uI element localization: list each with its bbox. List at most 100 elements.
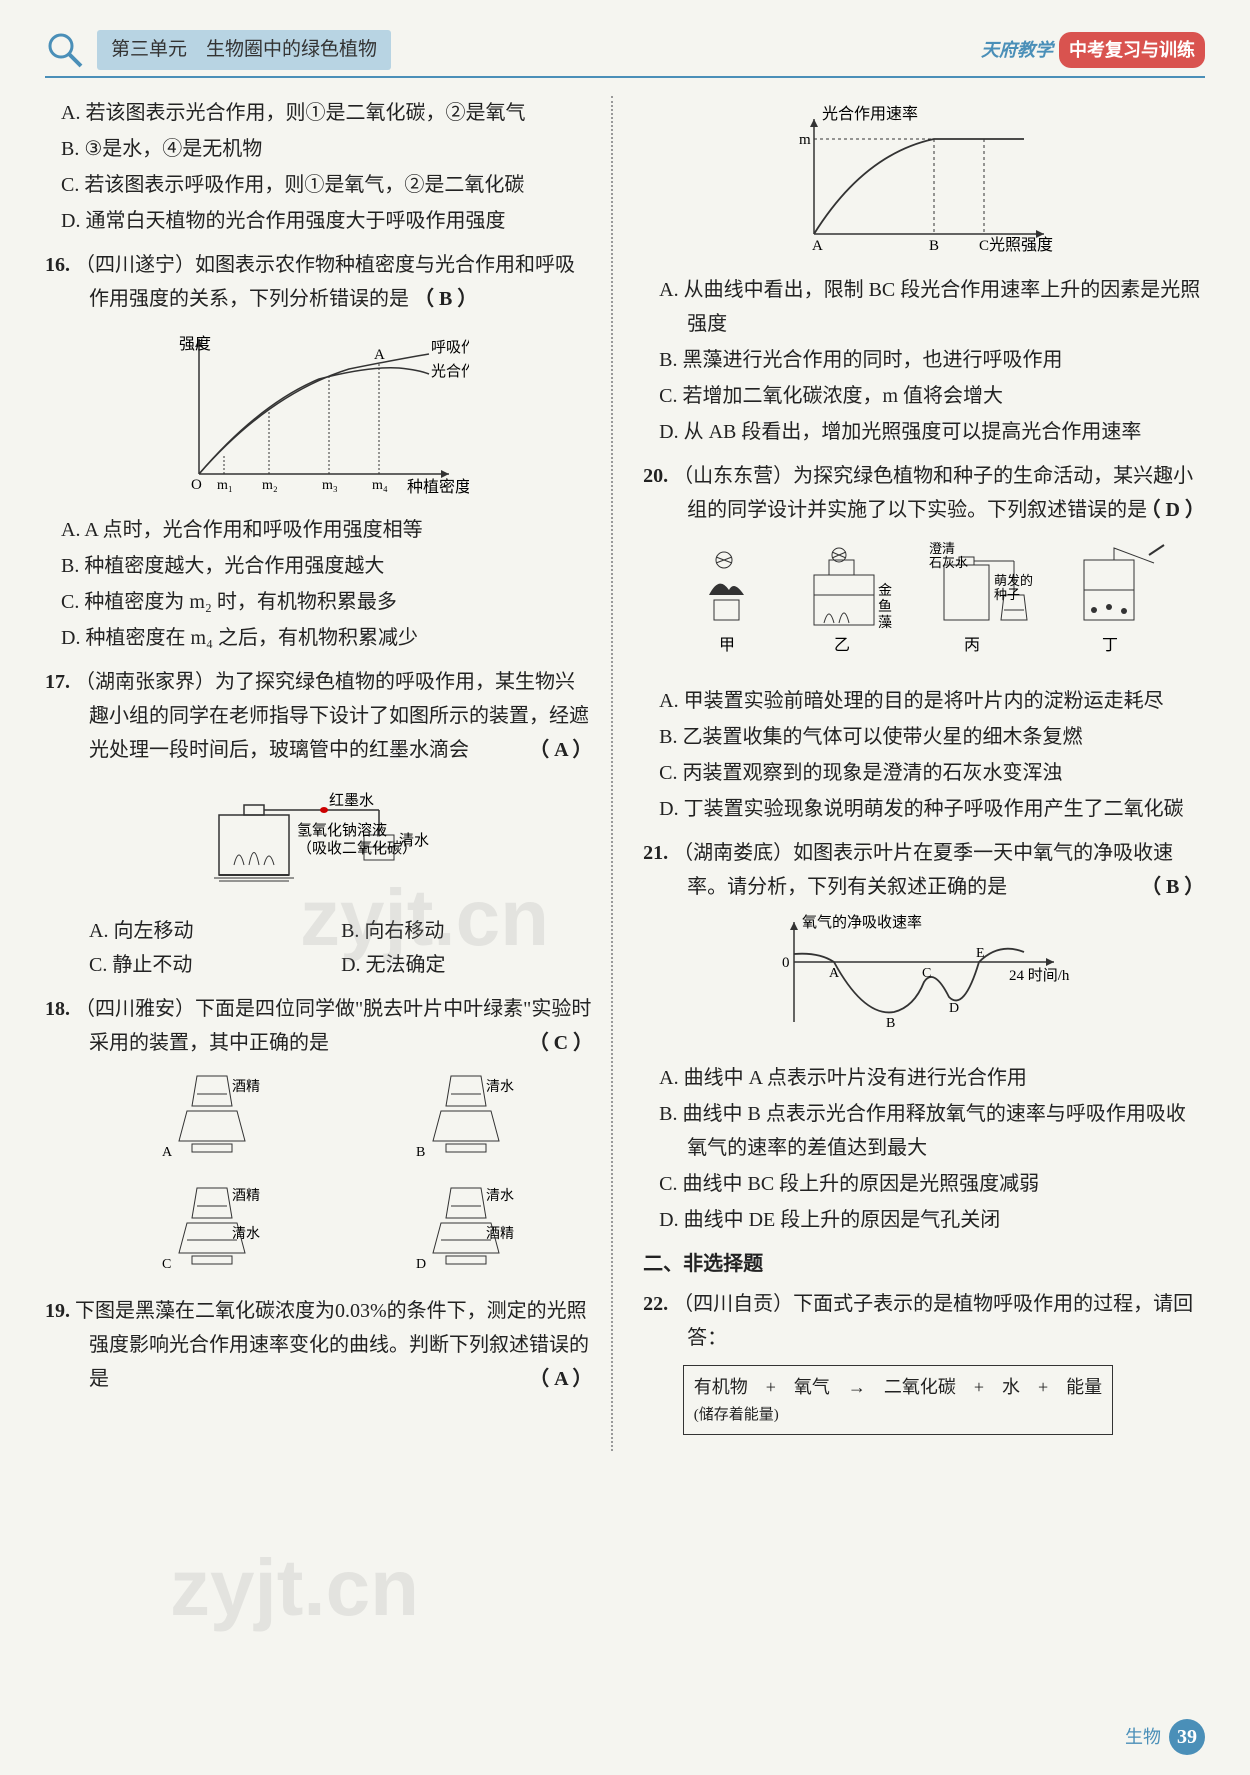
- q21-chart: 氧气的净吸收速率 24 时间/h 0 A B C D E: [643, 912, 1205, 1053]
- q17-opt-row2: C. 静止不动 D. 无法确定: [45, 948, 593, 982]
- q16-num: 16.: [45, 254, 70, 276]
- q20-answer: （ D ）: [1185, 493, 1205, 527]
- q20-opt-c: C. 丙装置观察到的现象是澄清的石灰水变浑浊: [643, 756, 1205, 790]
- svg-text:甲: 甲: [719, 637, 735, 654]
- q22: 22. （四川自贡）下面式子表示的是植物呼吸作用的过程，请回答： 有机物 + 氧…: [643, 1287, 1205, 1441]
- watermark: zyjt.cn: [170, 1520, 419, 1656]
- svg-text:酒精: 酒精: [486, 1226, 514, 1242]
- q18-fig-row2: 酒精 清水 C 清水 酒精 D: [45, 1178, 593, 1284]
- q22-equation-note: (储存着能量): [694, 1403, 1102, 1429]
- q19: 19. 下图是黑藻在二氧化碳浓度为0.03%的条件下，测定的光照强度影响光合作用…: [45, 1294, 593, 1396]
- q16-stem: 16. （四川遂宁）如图表示农作物种植密度与光合作用和呼吸作用强度的关系，下列分…: [45, 248, 593, 316]
- q20-stem: 20. （山东东营）为探究绿色植物和种子的生命活动，某兴趣小组的同学设计并实施了…: [643, 459, 1205, 527]
- svg-text:（吸收二氧化碳）: （吸收二氧化碳）: [297, 840, 417, 857]
- q19-num: 19.: [45, 1300, 70, 1322]
- svg-text:24 时间/h: 24 时间/h: [1009, 967, 1070, 984]
- q19-chart: 光合作用速率 光照强度 m A B C: [643, 104, 1205, 265]
- q15-opt-d: D. 通常白天植物的光合作用强度大于呼吸作用强度: [45, 204, 593, 238]
- q21-opt-a: A. 曲线中 A 点表示叶片没有进行光合作用: [643, 1061, 1205, 1095]
- q22-stem-text: （四川自贡）下面式子表示的是植物呼吸作用的过程，请回答：: [673, 1293, 1193, 1349]
- svg-text:呼吸作用: 呼吸作用: [431, 339, 469, 356]
- q22-num: 22.: [643, 1293, 668, 1315]
- q20-num: 20.: [643, 465, 668, 487]
- unit-title: 第三单元 生物圈中的绿色植物: [97, 30, 391, 70]
- q19-opt-d: D. 从 AB 段看出，增加光照强度可以提高光合作用速率: [643, 415, 1205, 449]
- header-right: 天府教学 中考复习与训练: [981, 32, 1205, 69]
- q16-stem-text: （四川遂宁）如图表示农作物种植密度与光合作用和呼吸作用强度的关系，下列分析错误的…: [75, 254, 575, 310]
- q22-stem: 22. （四川自贡）下面式子表示的是植物呼吸作用的过程，请回答：: [643, 1287, 1205, 1355]
- q16-answer: （ B ）: [414, 288, 477, 310]
- svg-text:A: A: [829, 966, 840, 981]
- footer-page-number: 39: [1169, 1719, 1205, 1755]
- page-header: 第三单元 生物圈中的绿色植物 天府教学 中考复习与训练: [45, 30, 1205, 78]
- q17-opt-d: D. 无法确定: [341, 948, 593, 982]
- q16-chart: 强度 种植密度 呼吸作用 光合作用 A O m₁ m₂ m₃ m₄: [45, 324, 593, 505]
- q21-num: 21.: [643, 842, 668, 864]
- q17-stem: 17. （湖南张家界）为了探究绿色植物的呼吸作用，某生物兴趣小组的同学在老师指导…: [45, 665, 593, 767]
- q22-equation-box: 有机物 + 氧气 → 二氧化碳 + 水 + 能量 (储存着能量): [683, 1365, 1113, 1435]
- q20-stem-text: （山东东营）为探究绿色植物和种子的生命活动，某兴趣小组的同学设计并实施了以下实验…: [673, 465, 1193, 521]
- q21-stem-text: （湖南娄底）如图表示叶片在夏季一天中氧气的净吸收速率。请分析，下列有关叙述正确的…: [673, 842, 1173, 898]
- q18: 18. （四川雅安）下面是四位同学做"脱去叶片中叶绿素"实验时采用的装置，其中正…: [45, 992, 593, 1284]
- svg-text:B: B: [929, 238, 939, 254]
- q17-answer: （ A ）: [573, 733, 593, 767]
- footer-subject: 生物: [1125, 1722, 1161, 1753]
- svg-text:种子: 种子: [994, 587, 1020, 602]
- svg-text:O: O: [191, 477, 202, 493]
- page-footer: 生物 39: [1125, 1719, 1205, 1755]
- q17-opt-a: A. 向左移动: [89, 914, 341, 948]
- svg-text:丙: 丙: [964, 637, 980, 654]
- svg-text:B: B: [886, 1016, 895, 1031]
- q21-opt-d: D. 曲线中 DE 段上升的原因是气孔关闭: [643, 1203, 1205, 1237]
- q17: 17. （湖南张家界）为了探究绿色植物的呼吸作用，某生物兴趣小组的同学在老师指导…: [45, 665, 593, 982]
- q18-stem-text: （四川雅安）下面是四位同学做"脱去叶片中叶绿素"实验时采用的装置，其中正确的是: [75, 998, 591, 1054]
- q18-fig-c: 酒精 清水 C: [162, 1178, 262, 1284]
- svg-text:氧气的净吸收速率: 氧气的净吸收速率: [802, 914, 922, 931]
- svg-text:m₄: m₄: [372, 478, 388, 493]
- q21-opt-b: B. 曲线中 B 点表示光合作用释放氧气的速率与呼吸作用吸收氧气的速率的差值达到…: [643, 1097, 1205, 1165]
- q19-options: A. 从曲线中看出，限制 BC 段光合作用速率上升的因素是光照强度 B. 黑藻进…: [643, 273, 1205, 449]
- svg-text:D: D: [949, 1001, 959, 1016]
- svg-text:E: E: [976, 946, 985, 961]
- q19-opt-a: A. 从曲线中看出，限制 BC 段光合作用速率上升的因素是光照强度: [643, 273, 1205, 341]
- svg-text:m₂: m₂: [262, 478, 278, 493]
- q20: 20. （山东东营）为探究绿色植物和种子的生命活动，某兴趣小组的同学设计并实施了…: [643, 459, 1205, 826]
- q18-stem: 18. （四川雅安）下面是四位同学做"脱去叶片中叶绿素"实验时采用的装置，其中正…: [45, 992, 593, 1060]
- right-column: 光合作用速率 光照强度 m A B C A. 从曲线中看出，限制 BC 段光合作…: [637, 96, 1205, 1451]
- svg-text:澄清: 澄清: [929, 541, 955, 556]
- q20-opt-d: D. 丁装置实验现象说明萌发的种子呼吸作用产生了二氧化碳: [643, 792, 1205, 826]
- svg-text:酒精: 酒精: [232, 1079, 260, 1095]
- q20-opt-b: B. 乙装置收集的气体可以使带火星的细木条复燃: [643, 720, 1205, 754]
- q19-stem-text: 下图是黑藻在二氧化碳浓度为0.03%的条件下，测定的光照强度影响光合作用速率变化…: [75, 1300, 589, 1390]
- svg-text:清水: 清水: [232, 1226, 260, 1242]
- svg-text:石灰水: 石灰水: [929, 555, 968, 570]
- svg-text:光合作用速率: 光合作用速率: [822, 105, 918, 123]
- svg-text:A: A: [162, 1145, 173, 1160]
- svg-text:A: A: [374, 347, 385, 363]
- content-columns: A. 若该图表示光合作用，则①是二氧化碳，②是氧气 B. ③是水，④是无机物 C…: [45, 96, 1205, 1451]
- q18-fig-d: 清水 酒精 D: [416, 1178, 516, 1284]
- q17-figure: 红墨水 清水 氢氧化钠溶液 （吸收二氧化碳）: [45, 775, 593, 906]
- q17-opt-c: C. 静止不动: [89, 948, 341, 982]
- q15-opt-a: A. 若该图表示光合作用，则①是二氧化碳，②是氧气: [45, 96, 593, 130]
- q18-answer: （ C ）: [573, 1026, 593, 1060]
- brand-badge: 中考复习与训练: [1059, 32, 1205, 69]
- q19-stem: 19. 下图是黑藻在二氧化碳浓度为0.03%的条件下，测定的光照强度影响光合作用…: [45, 1294, 593, 1396]
- q17-opt-b: B. 向右移动: [341, 914, 593, 948]
- svg-text:C: C: [979, 238, 989, 254]
- q18-fig-a: 酒精 A: [162, 1066, 262, 1172]
- q18-fig-row1: 酒精 A 清水 B: [45, 1066, 593, 1172]
- left-column: A. 若该图表示光合作用，则①是二氧化碳，②是氧气 B. ③是水，④是无机物 C…: [45, 96, 613, 1451]
- svg-text:种植密度: 种植密度: [407, 478, 469, 494]
- svg-text:丁: 丁: [1102, 637, 1118, 654]
- svg-text:强度: 强度: [179, 335, 211, 353]
- q15-options: A. 若该图表示光合作用，则①是二氧化碳，②是氧气 B. ③是水，④是无机物 C…: [45, 96, 593, 238]
- svg-text:D: D: [416, 1257, 426, 1272]
- svg-text:m: m: [799, 132, 811, 148]
- svg-text:m₃: m₃: [322, 478, 338, 493]
- svg-text:清水: 清水: [486, 1079, 514, 1095]
- svg-text:清水: 清水: [486, 1188, 514, 1204]
- svg-text:红墨水: 红墨水: [329, 792, 374, 809]
- q19-answer: （ A ）: [573, 1362, 593, 1396]
- svg-text:m₁: m₁: [217, 478, 233, 493]
